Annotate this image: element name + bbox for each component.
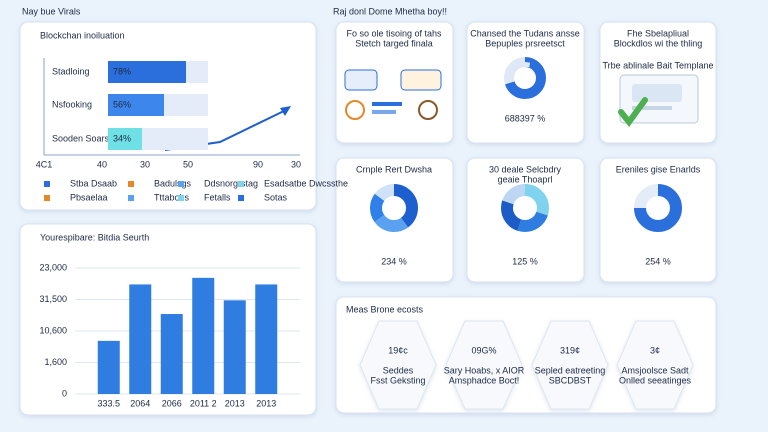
legend-label: Tttabobs: [154, 192, 190, 202]
card-title: Fhe Sbelapliual: [627, 28, 689, 38]
bar: [192, 277, 215, 394]
value-label: 56%: [113, 99, 131, 109]
donut-segment: [504, 57, 546, 99]
row-label: Stadloing: [52, 66, 90, 76]
bar: [97, 340, 120, 394]
y-tick-label: 23,000: [39, 262, 67, 272]
badge-value: 319¢: [560, 345, 580, 355]
legend-swatch: [178, 195, 184, 201]
y-tick-label: 1,600: [44, 357, 67, 367]
badge-hexagon: [616, 320, 694, 410]
x-tick-label: 2064: [130, 398, 150, 408]
bar: [129, 284, 152, 394]
value-label: 34%: [113, 133, 131, 143]
x-tick-label: 333.5: [97, 398, 120, 408]
badge-hexagon: [359, 320, 437, 410]
axis-label: 50: [183, 159, 193, 169]
axis-label: 90: [253, 159, 263, 169]
x-tick-label: 2011 2: [190, 398, 217, 408]
icons: [344, 69, 442, 120]
panel-title: Yourespibare: Bitdia Seurth: [40, 232, 149, 242]
y-tick-label: 10,600: [39, 325, 67, 335]
axis-label: 4C1: [36, 159, 53, 169]
badge-value: 19¢c: [388, 345, 408, 355]
card-value: 234 %: [381, 256, 407, 266]
badge-hexagon: [531, 320, 609, 410]
donut-segment: [370, 184, 418, 232]
legend-swatch: [238, 181, 244, 187]
card-title: Trbe ablinale Bait Templane: [602, 60, 713, 70]
legend-swatch: [128, 195, 134, 201]
legend-label: Fetalls: [204, 192, 231, 202]
bar: [255, 284, 278, 394]
y-tick-label: 0: [62, 388, 67, 398]
badge-line: Amsjoolsce Sadt: [621, 365, 689, 375]
donut-segment: [370, 184, 418, 232]
legend-label: Sotas: [264, 192, 288, 202]
badge-line: Sepled eatreeting: [535, 365, 606, 375]
bar: [223, 300, 246, 394]
card-title: geaie Thoaprl: [498, 174, 553, 184]
badge-value: 3¢: [650, 345, 660, 355]
badge-hexagon: [445, 320, 523, 410]
badges-panel: [335, 296, 717, 414]
card-title: Ereniles gise Enarlds: [616, 164, 701, 174]
badge-line: Sary Hoabs, x AIOR: [444, 365, 525, 375]
badge-line: Seddes: [383, 365, 414, 375]
progress-bar: [108, 94, 164, 116]
legend-label: Badulsgs: [154, 178, 192, 188]
axis-label: 30: [140, 159, 150, 169]
legend-label: Pbsaelaa: [70, 192, 108, 202]
card-title: Fo so ole tisoing of tahs: [346, 28, 442, 38]
y-tick-label: 31,500: [39, 294, 67, 304]
badge-line: Onlled seeatinges: [619, 375, 692, 385]
card-title: Crnple Rert Dwsha: [356, 164, 432, 174]
progress-bar: [108, 61, 186, 83]
x-tick-label: 2013: [225, 398, 245, 408]
card: [466, 21, 585, 144]
row-label: Nsfooking: [52, 99, 92, 109]
donut-segment: [501, 184, 549, 232]
card-value: 125 %: [512, 256, 538, 266]
card-title: 30 deale Selcbdry: [489, 164, 562, 174]
x-tick-label: 2066: [162, 398, 182, 408]
panel-title: Meas Brone ecosts: [346, 304, 424, 314]
header-title: Nay bue Virals: [22, 6, 81, 16]
badge-line: SBCDBST: [549, 375, 592, 385]
row-label: Sooden Soars: [52, 133, 110, 143]
legend-swatch: [44, 181, 50, 187]
card-title: Stetch targed finala: [355, 38, 433, 48]
bar: [160, 314, 183, 394]
x-tick-label: 2013: [256, 398, 276, 408]
card-title: Bepuples prsreetsct: [485, 38, 565, 48]
panel-title: Blockchan inoiluation: [40, 30, 125, 40]
legend-swatch: [128, 181, 134, 187]
value-label: 78%: [113, 66, 131, 76]
header-title: Raj donl Dome Mhetha boy!!: [333, 6, 447, 16]
card-title: Chansed the Tudans ansse: [470, 28, 580, 38]
card-title: Blockdlos wi the thling: [614, 38, 703, 48]
card-value: 254 %: [645, 256, 671, 266]
legend-label: Ddsnorgrstag: [204, 178, 258, 188]
donut-segment: [501, 184, 549, 232]
axis-label: 40: [97, 159, 107, 169]
badge-line: Fsst Geksting: [370, 375, 425, 385]
legend-swatch: [238, 195, 244, 201]
badge-value: 09G%: [471, 345, 496, 355]
legend-swatch: [178, 181, 184, 187]
badge-line: Amsphadce Boct!: [449, 375, 520, 385]
legend-swatch: [44, 195, 50, 201]
card-value: 688397 %: [505, 113, 546, 123]
donut-segment: [501, 184, 549, 232]
arrow-head: [280, 106, 291, 116]
donut-segment: [370, 184, 418, 232]
donut-segment: [634, 184, 682, 232]
legend-label: Stba Dsaab: [70, 178, 117, 188]
legend-label: Esadsatbe Dwcssthe: [264, 178, 348, 188]
template-illustration: [618, 74, 699, 127]
axis-label: 30: [291, 159, 301, 169]
progress-bar: [108, 128, 142, 150]
